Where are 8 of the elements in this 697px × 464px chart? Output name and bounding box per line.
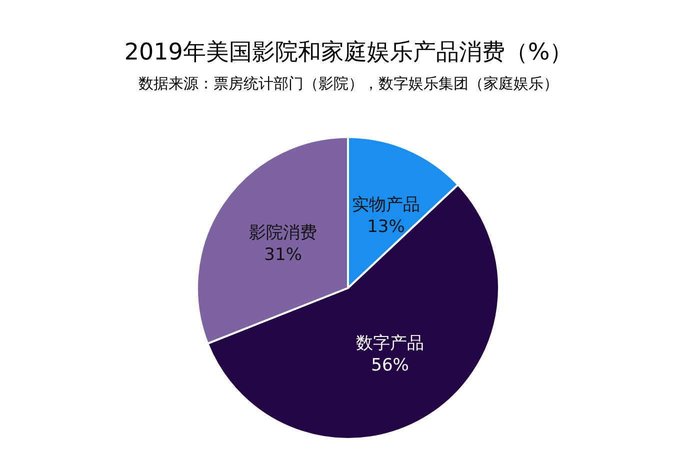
data-label: 13% bbox=[367, 216, 405, 237]
chart-subtitle: 数据来源：票房统计部门（影院），数字娱乐集团（家庭娱乐） bbox=[138, 74, 558, 92]
slice-label: 数字产品 bbox=[356, 333, 424, 354]
slice-label: 实物产品 bbox=[352, 194, 420, 215]
data-label: 56% bbox=[371, 355, 409, 376]
slice-label: 影院消费 bbox=[249, 222, 318, 243]
data-label: 31% bbox=[264, 244, 302, 265]
chart-title: 2019年美国影院和家庭娱乐产品消费（%） bbox=[124, 40, 573, 66]
